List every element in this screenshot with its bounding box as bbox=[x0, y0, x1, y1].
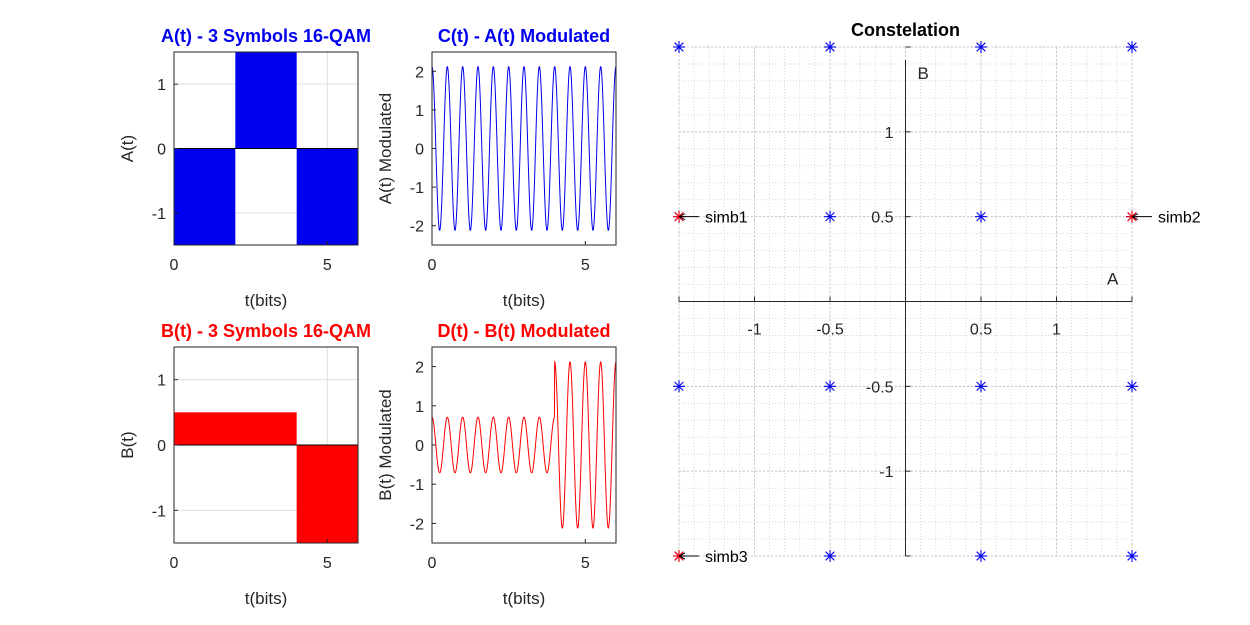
subplot-d: 0 5 -2 -1 0 1 2 D(t) - B(t) Modulated t(bits) B(t… bbox=[376, 321, 617, 608]
x-tick-label: 0 bbox=[170, 555, 179, 572]
y-tick-label: -1 bbox=[152, 503, 166, 520]
constellation-point bbox=[824, 210, 836, 223]
y-tick-label: -2 bbox=[410, 516, 424, 533]
y-tick-label: 1 bbox=[157, 77, 166, 94]
y-tick-label: -0.5 bbox=[866, 379, 894, 396]
constellation-point bbox=[1126, 550, 1138, 562]
x-axis-label: t(bits) bbox=[503, 291, 546, 310]
y-tick-label: 1 bbox=[157, 373, 166, 390]
y-tick-label: 0.5 bbox=[871, 210, 893, 227]
subplot-b: 0 5 -1 0 1 B(t) - 3 Symbols 16-QAM t(bits) B(t) bbox=[118, 321, 371, 608]
y-tick-label: -1 bbox=[410, 180, 424, 197]
y-axis-label: B(t) Modulated bbox=[376, 389, 395, 501]
x-axis-label: t(bits) bbox=[245, 291, 288, 310]
subplot-title: B(t) - 3 Symbols 16-QAM bbox=[161, 321, 371, 341]
star-stroke bbox=[825, 551, 835, 561]
annotation-arrow-head bbox=[678, 552, 686, 560]
star-stroke bbox=[825, 381, 835, 392]
y-tick-label: -1 bbox=[410, 477, 424, 494]
constellation-point bbox=[824, 380, 836, 393]
y-tick-label: -2 bbox=[410, 219, 424, 236]
y-tick-label: 0 bbox=[415, 438, 424, 455]
x-tick-label: 5 bbox=[581, 555, 590, 572]
star-stroke bbox=[825, 42, 835, 52]
star-stroke bbox=[976, 211, 986, 222]
constellation-point bbox=[975, 41, 987, 53]
star-stroke bbox=[976, 42, 986, 52]
star-stroke bbox=[674, 381, 684, 392]
y-axis-label: B(t) bbox=[118, 431, 137, 458]
subplot-c: 0 5 -2 -1 0 1 2 C(t) - A(t) Modulated t(bits) A(t… bbox=[376, 26, 617, 310]
constellation-point bbox=[824, 41, 836, 53]
annotation-arrow-head bbox=[1131, 213, 1139, 221]
y-tick-label: 2 bbox=[415, 360, 424, 377]
y-axis-label: B bbox=[918, 64, 929, 83]
x-axis-label: t(bits) bbox=[503, 589, 546, 608]
area-segment bbox=[296, 148, 358, 245]
symbol-annotation: simb3 bbox=[678, 549, 748, 566]
y-tick-label: -1 bbox=[152, 206, 166, 223]
x-tick-label: 5 bbox=[323, 555, 332, 572]
signal-line bbox=[431, 360, 617, 529]
x-tick-label: -1 bbox=[747, 322, 761, 339]
constellation-point bbox=[673, 41, 685, 53]
x-tick-label: 5 bbox=[323, 257, 332, 274]
x-tick-label: 0 bbox=[170, 257, 179, 274]
x-tick-label: 1 bbox=[1052, 322, 1061, 339]
subplot-a: 0 5 -1 0 1 A(t) - 3 Symbols 16-QAM t(bits) A(t) bbox=[118, 26, 371, 310]
plot-area bbox=[432, 52, 616, 245]
y-tick-label: 1 bbox=[885, 125, 894, 142]
signal-line bbox=[431, 65, 617, 231]
x-tick-label: -0.5 bbox=[816, 322, 844, 339]
area-segment bbox=[296, 445, 358, 543]
symbol-annotation: simb1 bbox=[678, 210, 748, 227]
star-stroke bbox=[1127, 381, 1137, 392]
annotation-arrow-head bbox=[678, 213, 686, 221]
star-stroke bbox=[976, 551, 986, 561]
area-segment bbox=[174, 148, 236, 245]
constellation-point bbox=[975, 380, 987, 393]
constellation-point bbox=[1126, 380, 1138, 393]
symbol-annotation: simb2 bbox=[1131, 210, 1201, 227]
x-tick-label: 0 bbox=[428, 257, 437, 274]
star-stroke bbox=[1127, 551, 1137, 561]
constellation-point bbox=[975, 550, 987, 562]
subplot-title: C(t) - A(t) Modulated bbox=[438, 26, 610, 46]
constellation-point bbox=[975, 210, 987, 223]
y-tick-label: 1 bbox=[415, 103, 424, 120]
y-tick-label: 2 bbox=[415, 64, 424, 81]
area-segment bbox=[235, 52, 297, 149]
constellation-title: Constelation bbox=[851, 20, 960, 40]
star-stroke bbox=[825, 211, 835, 222]
y-tick-label: 1 bbox=[415, 399, 424, 416]
y-axis-label: A(t) bbox=[118, 135, 137, 162]
y-tick-label: 0 bbox=[157, 142, 166, 159]
star-stroke bbox=[674, 42, 684, 52]
x-tick-label: 0 bbox=[428, 555, 437, 572]
subplot-title: D(t) - B(t) Modulated bbox=[438, 321, 611, 341]
y-axis-label: A(t) Modulated bbox=[376, 93, 395, 205]
x-tick-label: 0.5 bbox=[970, 322, 992, 339]
plot-area bbox=[432, 347, 616, 543]
y-tick-label: -1 bbox=[879, 464, 893, 481]
y-tick-label: 0 bbox=[157, 438, 166, 455]
constellation-point bbox=[1126, 41, 1138, 53]
star-stroke bbox=[976, 381, 986, 392]
annotation-label: simb2 bbox=[1158, 210, 1201, 227]
x-axis-label: A bbox=[1107, 270, 1119, 289]
area-segment bbox=[174, 412, 297, 445]
constellation-plot: -1 -0.5 0.5 1 -1 -0.5 0.5 1 B A Constelation simb1 s… bbox=[673, 20, 1201, 566]
subplot-title: A(t) - 3 Symbols 16-QAM bbox=[161, 26, 371, 46]
x-axis-label: t(bits) bbox=[245, 589, 288, 608]
constellation-point bbox=[824, 550, 836, 562]
y-tick-label: 0 bbox=[415, 142, 424, 159]
x-tick-label: 5 bbox=[581, 257, 590, 274]
annotation-label: simb3 bbox=[705, 549, 748, 566]
constellation-point bbox=[673, 380, 685, 393]
annotation-label: simb1 bbox=[705, 210, 748, 227]
star-stroke bbox=[1127, 42, 1137, 52]
